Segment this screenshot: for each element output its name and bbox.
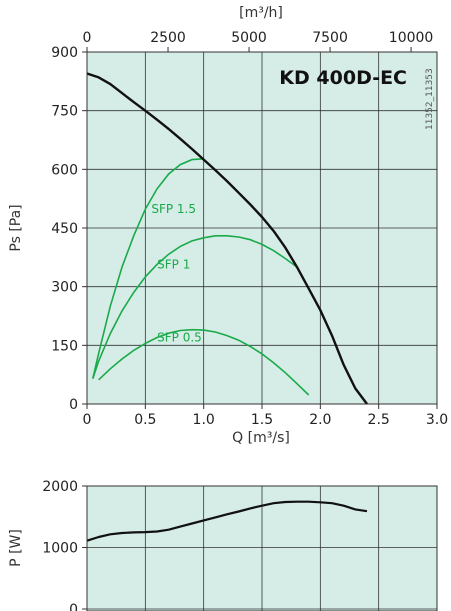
top-tick-label: 2500 xyxy=(150,30,186,46)
x-tick-label: 1.0 xyxy=(193,412,215,428)
sfp-curve xyxy=(98,328,310,396)
sfp-curve xyxy=(92,158,204,379)
sfp-curve-label: SFP 1 xyxy=(157,257,190,271)
y-tick-label: 0 xyxy=(69,397,78,413)
power-chart-curves xyxy=(86,500,368,542)
top-tick-label: 0 xyxy=(83,30,92,46)
chart-title: KD 400D-EC xyxy=(279,67,407,89)
power-chart-border xyxy=(86,485,438,611)
fan-power-curve xyxy=(86,500,368,542)
y-tick-label: 750 xyxy=(51,104,78,120)
x-tick-label: 0 xyxy=(83,412,92,428)
power-y-tick-label: 0 xyxy=(69,602,78,611)
power-y-tick-label: 1000 xyxy=(42,541,78,557)
sfp-curve-label: SFP 1.5 xyxy=(151,202,196,216)
top-tick-label: 10000 xyxy=(389,30,434,46)
sfp-curve-label: SFP 0.5 xyxy=(157,331,202,345)
y-tick-label: 450 xyxy=(51,221,78,237)
x-tick-label: 0.5 xyxy=(134,412,156,428)
y-tick-label: 600 xyxy=(51,162,78,178)
y-tick-label: 300 xyxy=(51,280,78,296)
x-axis-label: Q [m³/s] xyxy=(232,430,290,446)
x-tick-label: 2.5 xyxy=(368,412,390,428)
top-axis-label: [m³/h] xyxy=(239,5,283,21)
sfp-curve xyxy=(92,235,298,379)
power-y-axis-label: P [W] xyxy=(8,529,24,567)
y-axis-label: Ps [Pa] xyxy=(8,204,24,251)
y-tick-label: 150 xyxy=(51,338,78,354)
pressure-chart-border xyxy=(86,51,438,405)
x-tick-label: 1.5 xyxy=(251,412,273,428)
side-note: 11352_11353 xyxy=(425,68,435,130)
x-tick-label: 2.0 xyxy=(309,412,331,428)
power-flow-chart: 0 1000 2000 P [W] xyxy=(8,479,438,611)
y-tick-label: 900 xyxy=(51,45,78,61)
x-tick-label: 3.0 xyxy=(426,412,448,428)
top-tick-label: 7500 xyxy=(312,30,348,46)
power-y-tick-label: 2000 xyxy=(42,479,78,495)
top-tick-label: 5000 xyxy=(231,30,267,46)
power-chart-ticks: 0 1000 2000 xyxy=(42,479,87,611)
pressure-chart-curves: SFP 1.5 SFP 1 SFP 0.5 xyxy=(86,72,368,405)
fan-pressure-curve xyxy=(86,72,368,405)
pressure-chart-ticks: 0 0.5 1.0 1.5 2.0 2.5 3.0 0 150 300 450 600 750 900 0 2… xyxy=(51,30,448,428)
